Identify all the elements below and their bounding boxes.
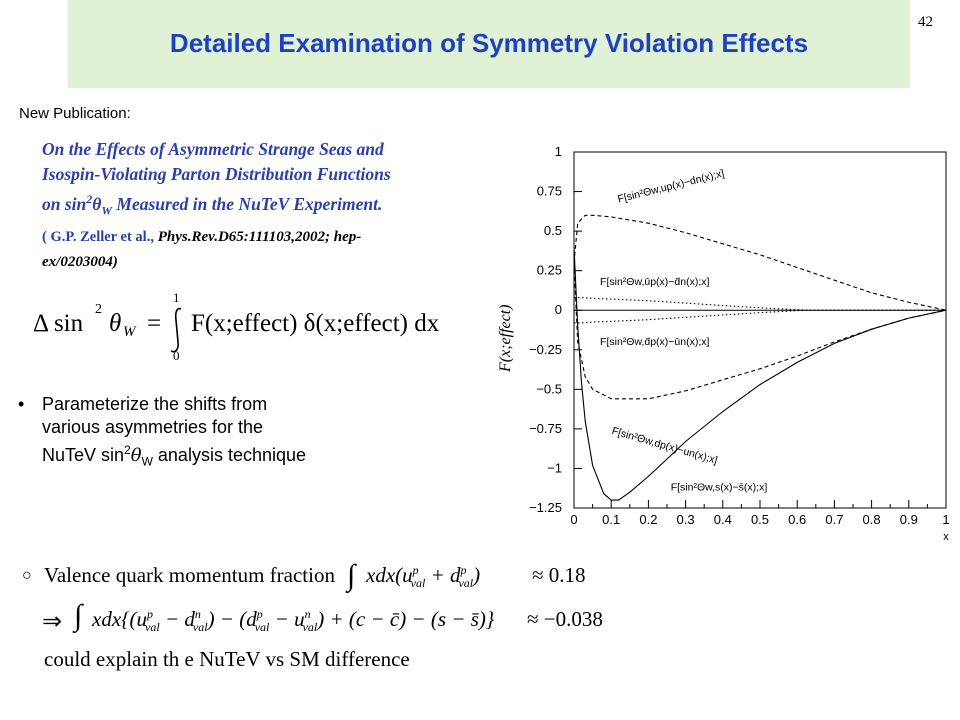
citation-line-4: ( G.P. Zeller et al., Phys.Rev.D65:11110… <box>42 223 512 250</box>
y-tick-label: −1.25 <box>529 500 562 515</box>
title-banner: Detailed Examination of Symmetry Violati… <box>68 0 910 88</box>
formula-lower-limit: 0 <box>173 348 180 363</box>
series-line <box>573 246 947 501</box>
series-annotation: F[sin²Θw,up(x)−dn(x);x] <box>616 167 725 205</box>
x-tick-label: 0.4 <box>714 512 732 527</box>
f-effect-chart-svg: 1 0.75 0.5 0.25 0 −0.25 −0.5 −0.75 −1 −1.25 0 0.1 0.… <box>529 144 950 543</box>
y-tick-label: 1 <box>555 144 562 159</box>
x-tick-label: 0.7 <box>825 512 843 527</box>
formula-theta: θ <box>109 310 122 337</box>
integral-1-body: xdx(upval + dpval) <box>366 563 481 591</box>
series-annotation: F[sin²Θw,ūp(x)−d̄n(x);x] <box>600 276 709 288</box>
x-tick-label: 0.3 <box>677 512 695 527</box>
chart-y-axis-label: F(x;effect) <box>497 304 514 373</box>
y-tick-label: −0.25 <box>529 342 562 357</box>
y-tick-label: 0 <box>555 302 562 317</box>
citation-line-3: on sin2θW Measured in the NuTeV Experime… <box>42 187 512 223</box>
formula-integrand: F(x;effect) δ(x;effect) dx <box>191 310 440 337</box>
x-tick-label: 0.9 <box>900 512 918 527</box>
series-line <box>574 297 946 311</box>
y-tick-label: −0.75 <box>529 421 562 436</box>
new-publication-label: New Publication: <box>19 105 131 122</box>
bullet-sup: 2 <box>124 443 131 457</box>
valence-fraction-text: Valence quark momentum fraction <box>44 563 335 587</box>
delta-sin-formula: Δ sin 2 θ W = 1 0 F(x;effect) δ(x;effect… <box>33 286 483 368</box>
y-tick-label: 0.5 <box>544 223 562 238</box>
series-line <box>574 309 946 324</box>
bullet-text: Parameterize the shifts from various asy… <box>42 393 402 474</box>
slide-title: Detailed Examination of Symmetry Violati… <box>169 28 809 58</box>
citation-journal: Phys.Rev.D65:111103,2002; hep- <box>153 229 362 246</box>
bullet-line-3-pre: NuTeV sin <box>42 445 125 465</box>
hollow-bullet: ○ <box>22 567 32 584</box>
formula-lhs: Δ sin <box>33 310 84 337</box>
series-annotation: F[sin²Θw,dp(x)−un(x);x] <box>610 425 719 467</box>
x-tick-label: 0.5 <box>751 512 769 527</box>
citation-arxiv: ex/0203004) <box>42 254 118 271</box>
x-tick-label: 0.1 <box>602 512 620 527</box>
series-annotation: F[sin²Θw,s(x)−s̄(x);x] <box>671 482 768 494</box>
y-tick-label: 0.75 <box>537 184 562 199</box>
citation-line-2: Isospin-Violating Parton Distribution Fu… <box>42 164 391 184</box>
y-tick-label: −1 <box>547 460 562 475</box>
integral-sign <box>170 307 182 353</box>
x-tick-label: 0.6 <box>788 512 806 527</box>
f-effect-chart: 1 0.75 0.5 0.25 0 −0.25 −0.5 −0.75 −1 −1.25 0 0.1 0.… <box>490 132 960 552</box>
citation-sup: 2 <box>86 192 93 206</box>
x-tick-label: 0 <box>570 512 577 527</box>
implies-arrow: ⇒ <box>42 609 63 635</box>
bullet-dot: • <box>18 394 25 414</box>
citation-theta: θ <box>92 193 102 214</box>
y-tick-label: −0.5 <box>536 381 562 396</box>
y-tick-label: 0.25 <box>537 263 562 278</box>
page-number: 42 <box>918 14 933 30</box>
formula-theta-sub: W <box>123 324 136 340</box>
bullet-sub: W <box>141 454 153 469</box>
citation-line-3-pre: on sin <box>42 193 87 214</box>
valence-momentum-formulas: ○ Valence quark momentum fraction ∫ xdx(… <box>22 555 642 675</box>
bullet-line-3-post: analysis technique <box>152 445 307 465</box>
integral-2-sign: ∫ <box>74 599 83 632</box>
approx-minus-0038: ≈ −0.038 <box>527 607 603 631</box>
citation-line-1: On the Effects of Asymmetric Strange Sea… <box>42 139 384 159</box>
integral-1-sign: ∫ <box>347 559 356 592</box>
series-annotation: F[sin²Θw,d̄p(x)−ūn(x);x] <box>600 336 709 348</box>
nutev-explanation-text: could explain th e NuTeV vs SM differenc… <box>44 647 410 671</box>
formula-equals: = <box>147 310 162 337</box>
integral-2-body: xdx{(upval − dnval) − (dpval − unval) + … <box>92 607 495 635</box>
plot-frame <box>573 151 947 509</box>
citation-authors: ( G.P. Zeller et al., <box>42 229 154 246</box>
bullet-line-1: Parameterize the shifts from <box>42 394 268 414</box>
citation-sub: W <box>101 203 113 218</box>
approx-018: ≈ 0.18 <box>532 563 586 587</box>
x-tick-label: 0.8 <box>863 512 881 527</box>
x-tick-label: 1 <box>942 512 949 527</box>
bullet-line-3: NuTeV sin2θW analysis technique <box>42 439 402 474</box>
publication-citation: On the Effects of Asymmetric Strange Sea… <box>42 137 512 275</box>
x-tick-label: 0.2 <box>639 512 657 527</box>
bullet-line-2: various asymmetries for the <box>42 417 264 437</box>
x-axis-label: x <box>943 531 949 543</box>
series-line <box>573 214 947 311</box>
bullet-theta: θ <box>130 445 142 466</box>
formula-upper-limit: 1 <box>173 290 180 305</box>
formula-power: 2 <box>95 302 102 317</box>
citation-line-3-post: Measured in the NuTeV Experiment. <box>112 193 383 214</box>
